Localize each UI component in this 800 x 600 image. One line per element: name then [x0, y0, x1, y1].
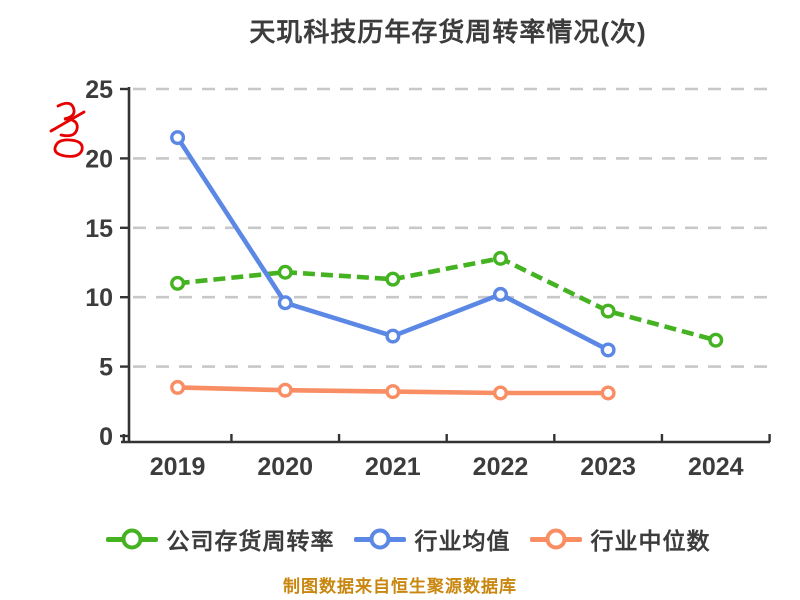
- legend-item-industry-avg[interactable]: 行业均值: [353, 522, 511, 556]
- y-tick-label: 25: [85, 76, 113, 104]
- x-tick-label: 2024: [688, 453, 744, 481]
- y-tick-label: 20: [85, 145, 113, 173]
- series-line-0: [177, 256, 717, 343]
- chart-svg: 0 5 10 15 20 25 2019 2020 2021 2022 2023 2024: [49, 76, 771, 481]
- data-point-marker: [385, 328, 401, 344]
- data-point-marker: [708, 332, 724, 348]
- y-tick-label: 5: [99, 354, 113, 382]
- data-point-marker: [277, 295, 293, 311]
- legend-item-industry-median[interactable]: 行业中位数: [529, 522, 711, 556]
- legend-marker-company-icon: [105, 528, 158, 550]
- y-tick-label: 10: [85, 284, 113, 312]
- x-tick-label: 2023: [580, 453, 636, 481]
- x-tick-label: 2020: [257, 453, 313, 481]
- data-point-marker: [170, 379, 186, 395]
- data-source-note: 制图数据来自恒生聚源数据库: [283, 577, 517, 596]
- data-point-marker: [277, 264, 293, 280]
- chart-legend: 公司存货周转率 行业均值 行业中位数: [8, 519, 800, 559]
- data-point-marker: [492, 385, 508, 401]
- legend-label-industry-avg: 行业均值: [414, 528, 511, 554]
- x-tick-label: 2021: [365, 453, 421, 481]
- legend-item-company[interactable]: 公司存货周转率: [105, 522, 335, 556]
- x-tick-label: 2019: [150, 453, 206, 481]
- data-point-marker: [600, 385, 616, 401]
- chart-title: 天玑科技历年存货周转率情况(次): [249, 17, 647, 47]
- x-tick-label: 2022: [473, 453, 529, 481]
- red-scribble-watermark-icon: [49, 101, 86, 158]
- y-tick-label: 0: [99, 423, 113, 451]
- y-tick-label: 15: [85, 215, 113, 243]
- data-point-marker: [170, 275, 186, 291]
- data-point-marker: [385, 384, 401, 400]
- data-point-marker: [492, 286, 508, 302]
- data-point-marker: [600, 342, 616, 358]
- legend-marker-industry-median-icon: [529, 528, 582, 550]
- data-point-marker: [492, 250, 508, 266]
- legend-label-company: 公司存货周转率: [166, 528, 335, 554]
- legend-label-industry-median: 行业中位数: [590, 528, 711, 554]
- data-point-marker: [170, 130, 186, 146]
- data-point-marker: [277, 382, 293, 398]
- data-point-marker: [600, 303, 616, 319]
- legend-marker-industry-avg-icon: [353, 528, 406, 550]
- data-point-marker: [385, 271, 401, 287]
- series-line-1: [175, 136, 610, 352]
